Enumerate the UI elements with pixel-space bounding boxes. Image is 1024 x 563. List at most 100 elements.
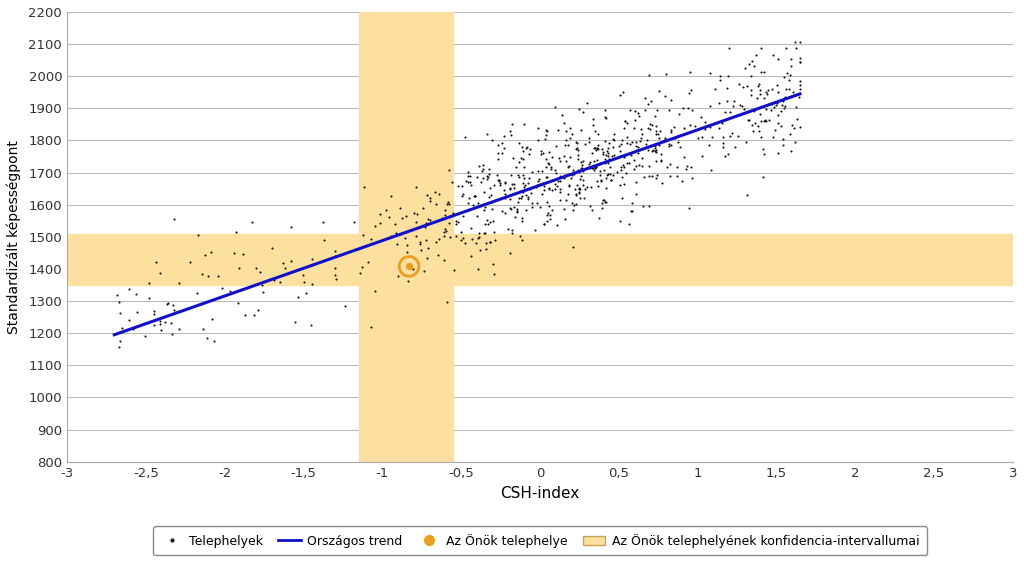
Point [532, 146, 549, 155]
Point [303, 320, 319, 329]
Point [590, 129, 606, 138]
Point [682, 85, 698, 94]
Point [283, 256, 299, 265]
Point [657, 133, 674, 142]
Point [482, 237, 499, 246]
Point [534, 167, 550, 176]
Point [225, 249, 242, 258]
Point [660, 142, 677, 151]
Point [532, 150, 549, 159]
Point [408, 217, 424, 226]
Point [601, 154, 617, 163]
Point [657, 92, 674, 101]
Point [152, 320, 168, 329]
Point [738, 82, 755, 91]
Point [570, 154, 587, 163]
Point [788, 114, 805, 123]
Point [304, 280, 321, 289]
Point [627, 107, 643, 116]
Point [389, 239, 406, 248]
Point [511, 138, 527, 148]
Point [469, 173, 485, 182]
Point [528, 180, 545, 189]
Point [615, 161, 632, 170]
Point [478, 244, 495, 253]
Point [737, 64, 754, 73]
Point [455, 234, 471, 243]
Point [460, 168, 476, 177]
Point [598, 113, 614, 122]
Point [679, 161, 695, 170]
Point [652, 126, 669, 135]
Point [752, 90, 768, 99]
Point [753, 68, 769, 77]
Point [166, 215, 182, 224]
Point [565, 243, 582, 252]
Point [516, 162, 532, 171]
Point [550, 126, 566, 135]
Point [489, 175, 506, 184]
Point [646, 143, 663, 152]
Point [590, 145, 606, 154]
Point [628, 161, 644, 170]
Point [497, 177, 513, 186]
Point [752, 85, 768, 94]
Point [737, 138, 754, 147]
Point [417, 220, 433, 229]
Point [658, 163, 675, 172]
Point [479, 219, 496, 228]
Point [137, 331, 154, 340]
Point [776, 73, 793, 82]
Point [641, 70, 657, 79]
Point [631, 109, 647, 118]
Point [764, 84, 780, 93]
Point [569, 181, 586, 190]
Point [400, 262, 417, 271]
Point [470, 265, 486, 274]
Point [422, 196, 438, 205]
Point [756, 67, 772, 76]
Point [608, 168, 625, 177]
Point [283, 223, 299, 232]
Point [648, 105, 665, 114]
Point [624, 138, 640, 147]
Point [663, 125, 679, 134]
Point [453, 235, 469, 244]
Point [298, 288, 314, 297]
Point [462, 177, 478, 186]
Point [547, 185, 563, 194]
Point [683, 163, 699, 172]
Point [372, 218, 388, 227]
Point [511, 172, 527, 181]
Point [469, 212, 485, 221]
Point [475, 205, 492, 214]
Point [485, 181, 502, 190]
Point [646, 111, 663, 120]
Point [367, 222, 383, 231]
Point [165, 300, 181, 309]
Point [447, 232, 464, 241]
Point [596, 113, 612, 122]
Point [244, 217, 260, 226]
Point [412, 239, 428, 248]
Point [550, 177, 566, 186]
Point [597, 183, 613, 192]
Point [430, 251, 446, 260]
Point [648, 173, 665, 182]
Point [616, 117, 633, 126]
Point [492, 178, 508, 187]
Point [792, 54, 808, 63]
Point [680, 88, 696, 97]
Point [678, 164, 694, 173]
Point [479, 173, 496, 182]
Point [523, 203, 540, 212]
Point [562, 173, 579, 182]
Point [480, 193, 497, 202]
Point [539, 210, 555, 219]
Point [717, 107, 733, 116]
Point [490, 141, 507, 150]
Point [516, 120, 532, 129]
Point [539, 198, 555, 207]
Point [125, 324, 141, 333]
Point [488, 170, 505, 179]
